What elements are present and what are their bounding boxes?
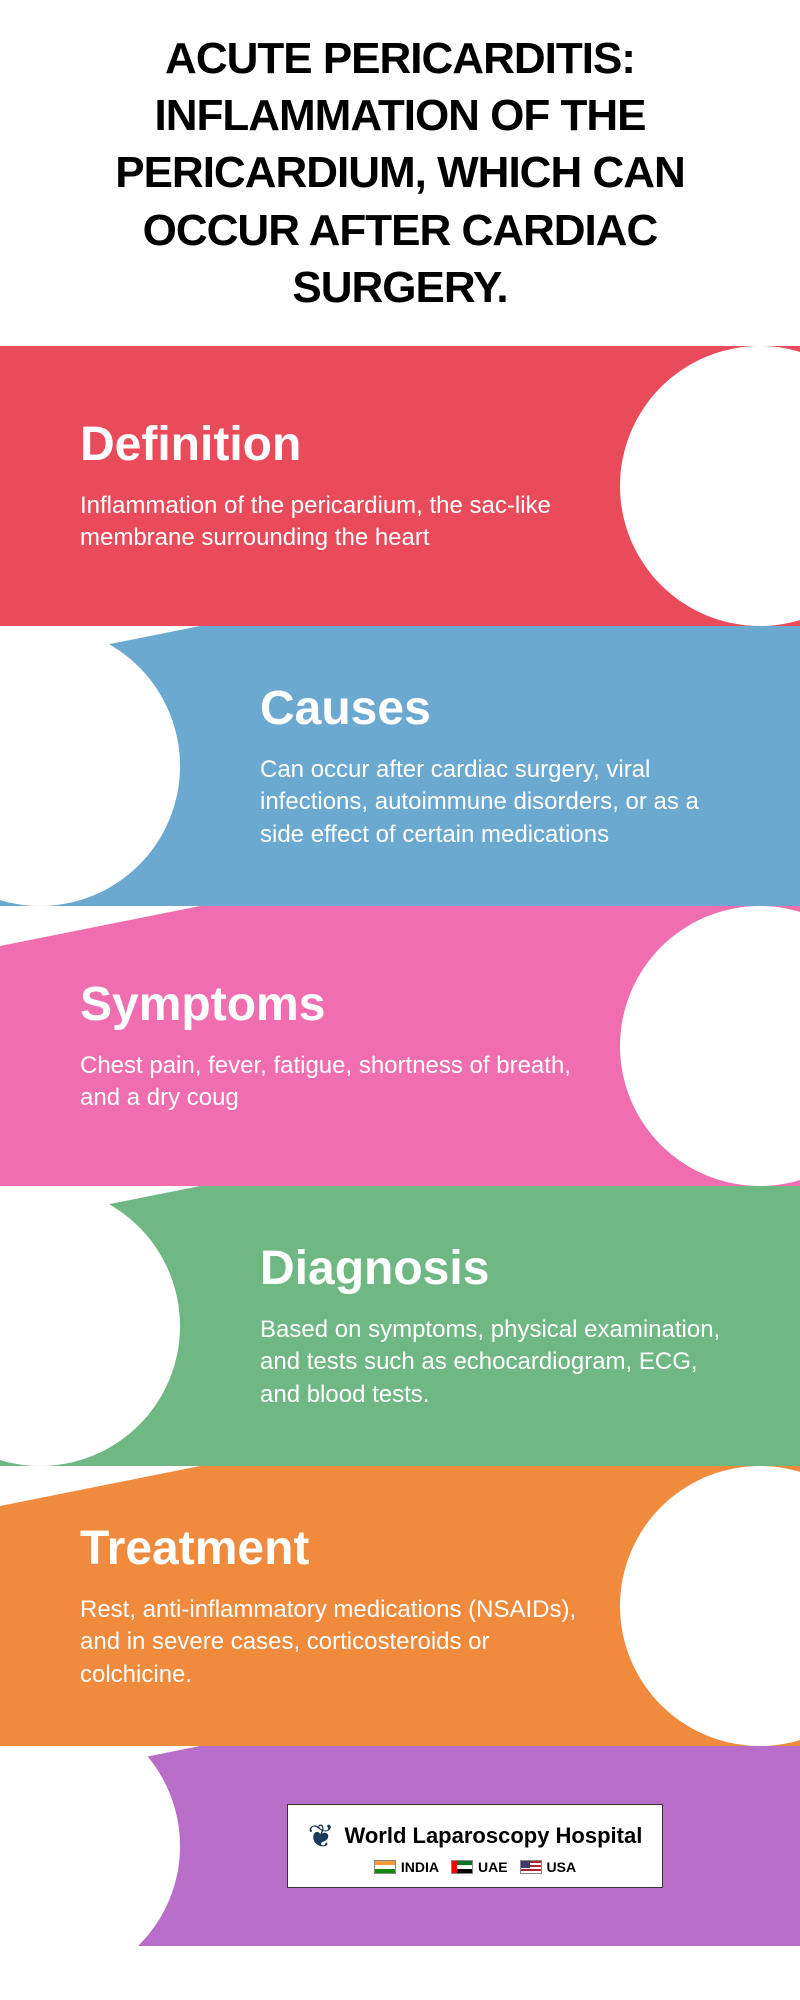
loc-label-usa: USA <box>547 1859 577 1875</box>
section-heading: Treatment <box>80 1521 600 1576</box>
section-diagnosis: Diagnosis Based on symptoms, physical exa… <box>0 1186 800 1466</box>
sections-container: Definition Inflammation of the pericardiu… <box>0 346 800 1746</box>
badge-locations: INDIA UAE USA <box>374 1859 576 1875</box>
section-symptoms: Symptoms Chest pain, fever, fatigue, shor… <box>0 906 800 1186</box>
section-causes: Causes Can occur after cardiac surgery, v… <box>0 626 800 906</box>
org-name: World Laparoscopy Hospital <box>344 1823 642 1849</box>
section-heading: Definition <box>80 417 600 472</box>
slant-decoration <box>0 1186 200 1226</box>
loc-uae: UAE <box>451 1859 508 1875</box>
section-heading: Causes <box>260 681 740 736</box>
slant-decoration <box>0 1466 200 1506</box>
section-body: Inflammation of the pericardium, the sac… <box>80 490 600 555</box>
section-treatment: Treatment Rest, anti-inflammatory medicat… <box>0 1466 800 1746</box>
laurel-icon: ❦ <box>308 1817 335 1855</box>
footer-section: ❦ World Laparoscopy Hospital INDIA UAE U… <box>0 1746 800 1946</box>
page-title: ACUTE PERICARDITIS: INFLAMMATION OF THE … <box>0 0 800 346</box>
section-body: Based on symptoms, physical examination,… <box>260 1314 740 1411</box>
loc-label-india: INDIA <box>401 1859 439 1875</box>
section-heading: Diagnosis <box>260 1241 740 1296</box>
section-body: Rest, anti-inflammatory medications (NSA… <box>80 1594 600 1691</box>
badge-top: ❦ World Laparoscopy Hospital <box>308 1817 643 1855</box>
loc-label-uae: UAE <box>478 1859 508 1875</box>
india-flag-icon <box>374 1860 396 1874</box>
loc-usa: USA <box>520 1859 577 1875</box>
org-badge: ❦ World Laparoscopy Hospital INDIA UAE U… <box>287 1804 664 1888</box>
uae-flag-icon <box>451 1860 473 1874</box>
usa-flag-icon <box>520 1860 542 1874</box>
section-body: Chest pain, fever, fatigue, shortness of… <box>80 1050 600 1115</box>
section-body: Can occur after cardiac surgery, viral i… <box>260 754 740 851</box>
section-definition: Definition Inflammation of the pericardiu… <box>0 346 800 626</box>
slant-decoration <box>0 626 200 666</box>
loc-india: INDIA <box>374 1859 439 1875</box>
slant-decoration <box>0 906 200 946</box>
footer-inner: ❦ World Laparoscopy Hospital INDIA UAE U… <box>0 1746 800 1946</box>
section-heading: Symptoms <box>80 977 600 1032</box>
footer-slant <box>0 1746 200 1786</box>
